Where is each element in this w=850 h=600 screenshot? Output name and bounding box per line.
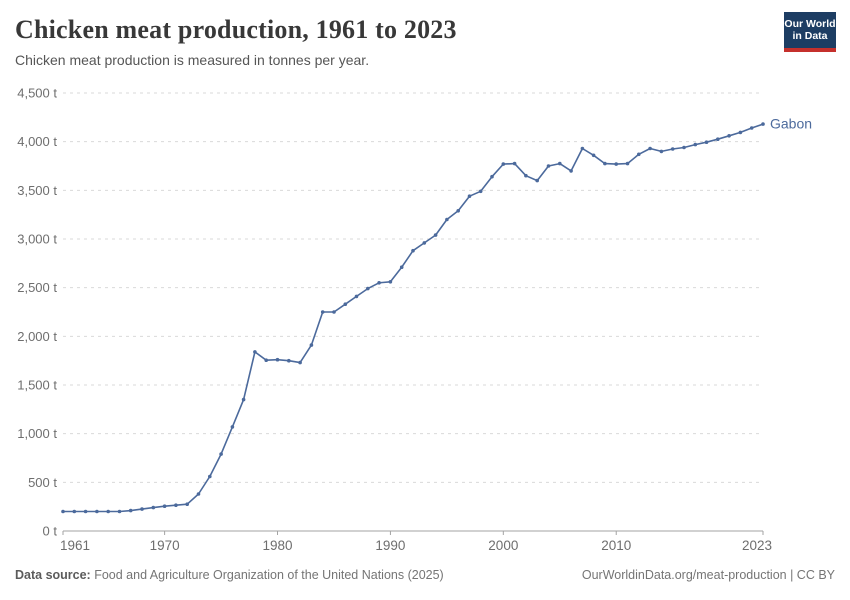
owid-logo-stripe <box>784 48 836 52</box>
x-tick-label: 1961 <box>60 538 90 553</box>
data-source-text: Food and Agriculture Organization of the… <box>90 568 444 582</box>
y-tick-label: 2,500 t <box>17 280 57 295</box>
y-tick-label: 4,000 t <box>17 134 57 149</box>
x-tick-label: 2010 <box>601 538 631 553</box>
series-markers <box>61 122 765 514</box>
y-tick-label: 4,500 t <box>17 86 57 101</box>
y-tick-label: 500 t <box>28 475 57 490</box>
y-tick-label: 0 t <box>43 524 58 539</box>
owid-logo-line2: in Data <box>792 30 828 42</box>
y-tick-label: 1,000 t <box>17 426 57 441</box>
owid-logo-line1: Our World <box>784 18 836 30</box>
chart-footer: Data source: Food and Agriculture Organi… <box>15 568 835 582</box>
series-entity-label[interactable]: Gabon <box>770 116 812 132</box>
x-tick-label: 1980 <box>262 538 292 553</box>
owid-logo-box: Our World in Data <box>784 12 836 48</box>
chart-header: Chicken meat production, 1961 to 2023 Ch… <box>15 14 835 68</box>
y-tick-label: 3,000 t <box>17 232 57 247</box>
data-source: Data source: Food and Agriculture Organi… <box>15 568 444 582</box>
y-axis-labels: 0 t 500 t 1,000 t 1,500 t 2,000 t 2,500 t 3,00… <box>17 86 57 539</box>
series-line[interactable] <box>62 123 764 513</box>
y-gridlines <box>63 92 763 483</box>
y-tick-label: 1,500 t <box>17 378 57 393</box>
x-tick-label: 1990 <box>375 538 405 553</box>
chart-area: 0 t 500 t 1,000 t 1,500 t 2,000 t 2,500 t 3,00… <box>0 85 850 560</box>
data-source-label: Data source: <box>15 568 91 582</box>
line-chart[interactable]: 0 t 500 t 1,000 t 1,500 t 2,000 t 2,500 t 3,00… <box>0 85 850 560</box>
chart-subtitle: Chicken meat production is measured in t… <box>15 52 370 69</box>
x-axis-ticks: 1961 1970 1980 1990 2000 2010 2023 <box>60 531 772 553</box>
x-tick-label: 2000 <box>488 538 518 553</box>
page-title: Chicken meat production, 1961 to 2023 <box>15 15 457 44</box>
credit-link[interactable]: OurWorldinData.org/meat-production | CC … <box>581 568 835 582</box>
y-tick-label: 2,000 t <box>17 329 57 344</box>
x-tick-label: 1970 <box>150 538 180 553</box>
x-tick-label: 2023 <box>742 538 772 553</box>
owid-logo[interactable]: Our World in Data <box>784 12 836 52</box>
y-tick-label: 3,500 t <box>17 183 57 198</box>
